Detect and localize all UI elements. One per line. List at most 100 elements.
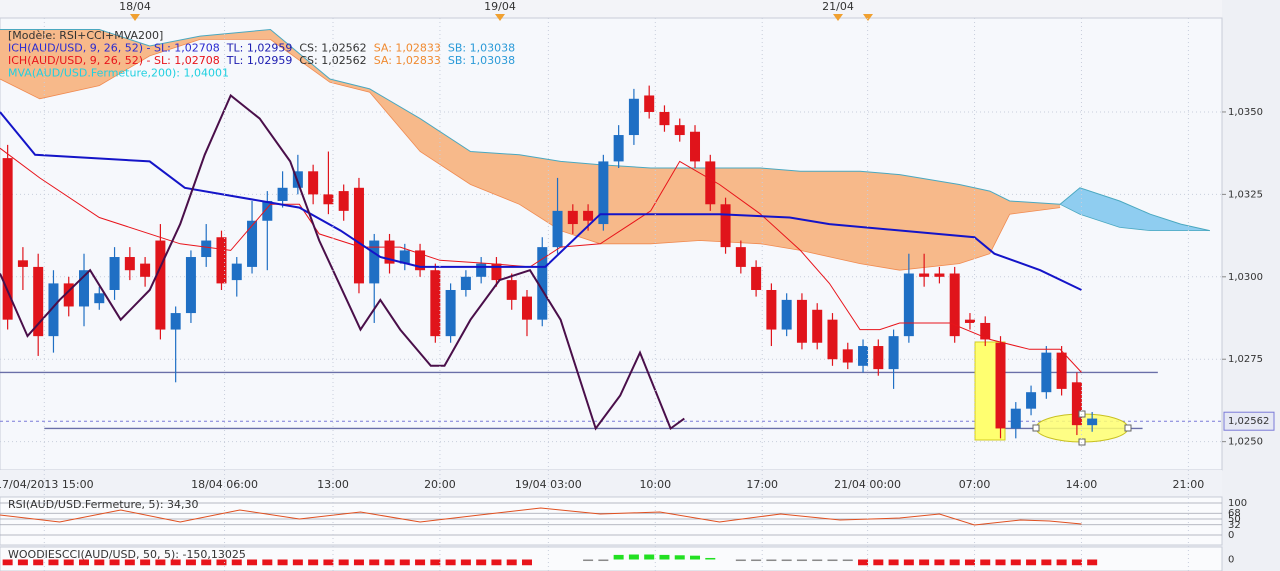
- date-bar: [0, 0, 1222, 18]
- woodies-bar: [262, 559, 273, 566]
- woodies-bar: [980, 559, 991, 566]
- candle-body: [308, 171, 319, 195]
- woodies-bar: [1056, 559, 1067, 566]
- woodies-bar: [521, 559, 532, 566]
- handle: [1032, 424, 1040, 432]
- candle-body: [720, 204, 731, 248]
- woodies-bar: [323, 559, 334, 566]
- woodies-bar: [94, 559, 105, 566]
- woodies-bar: [796, 559, 807, 562]
- woodies-bar: [613, 554, 624, 560]
- woodies-bar: [919, 559, 930, 566]
- candle-body: [63, 283, 74, 307]
- woodies-bar: [735, 559, 746, 562]
- candle-body: [995, 342, 1006, 429]
- woodies-bar: [460, 559, 471, 566]
- candle-body: [1010, 408, 1021, 429]
- candle-body: [17, 260, 28, 267]
- woodies-bar: [690, 555, 701, 560]
- y-tick-label: 1,0250: [1228, 437, 1263, 448]
- x-tick-label: 17/04/2013 15:00: [0, 478, 94, 491]
- highlight-ellipse: [1035, 413, 1129, 443]
- current-price-label: 1,02562: [1228, 416, 1269, 427]
- legend-line: [Modèle: RSI+CCI+MVA200]: [8, 29, 163, 42]
- woodies-bar: [124, 559, 135, 566]
- candle-body: [903, 273, 914, 337]
- woodies-bar: [903, 559, 914, 566]
- candle-body: [567, 210, 578, 225]
- candle-body: [964, 319, 975, 323]
- candle-body: [476, 263, 487, 277]
- woodies-bar: [628, 554, 639, 560]
- handles: [1032, 410, 1132, 446]
- candle-body: [109, 257, 120, 290]
- candle-body: [552, 210, 563, 248]
- candle-body: [430, 270, 441, 337]
- candle-body: [873, 346, 884, 370]
- cloud-upper: [0, 28, 1061, 205]
- handle: [1124, 424, 1132, 432]
- candle-body: [399, 250, 410, 264]
- woodies-bar: [2, 559, 13, 566]
- candle-body: [384, 240, 395, 264]
- candle-body: [1087, 418, 1098, 426]
- candle-body: [583, 210, 594, 221]
- woodies-bar: [170, 559, 181, 566]
- cloud-area: [0, 29, 1061, 271]
- rsi-tick-label: 68: [1228, 508, 1241, 519]
- woodies-bar: [674, 555, 685, 560]
- date-marker: 21/04: [822, 0, 854, 13]
- legend-entry: ICH(AUD/USD, 9, 26, 52) - SL: 1,02708: [8, 42, 220, 55]
- woodies-bar: [1071, 559, 1082, 566]
- legend-entry: MVA(AUD/USD.Fermeture,200): 1,04001: [8, 67, 229, 80]
- candle-body: [888, 336, 899, 370]
- rsi-tick-label: 0: [1228, 530, 1234, 541]
- candle-body: [415, 250, 426, 271]
- woodies-panel: [0, 546, 1223, 571]
- x-axis-band: [0, 470, 1222, 496]
- woodies-bar: [79, 559, 90, 566]
- legend-entry: [Modèle: RSI+CCI+MVA200]: [8, 29, 163, 42]
- candle-body: [613, 135, 624, 162]
- woodies-bar: [384, 559, 395, 566]
- rsi-panel: [0, 496, 1223, 546]
- woodies-bar: [888, 559, 899, 566]
- woodies-bar: [399, 559, 410, 566]
- woodies-bar: [1026, 559, 1037, 566]
- cloud-upper: [1059, 187, 1210, 232]
- x-tick-label: 19/04 03:00: [515, 478, 582, 491]
- woodies-bar: [17, 559, 28, 566]
- event-marker: [130, 14, 873, 21]
- legend-entry: SB: 1,03038: [448, 54, 515, 67]
- rsi-tick-label: 50: [1228, 514, 1241, 525]
- candle-body: [751, 266, 762, 290]
- axes: 1,0250 1,0275 1,0300 1,0325 1,0350 17/04/2013…: [0, 107, 1275, 566]
- woodies-bar: [445, 559, 456, 566]
- x-tick-label: 21:00: [1173, 478, 1205, 491]
- candle-body: [216, 237, 227, 284]
- candle-body: [94, 293, 105, 304]
- legend-line: ICH(AUD/USD, 9, 26, 52) - SL: 1,02708 TL:…: [8, 42, 515, 55]
- woodies-label: WOODIESCCI(AUD/USD, 50, 5): -150,13025: [8, 548, 246, 561]
- indicator-line: [0, 147, 1082, 373]
- candle-body: [796, 299, 807, 343]
- candle-body: [659, 111, 670, 126]
- woodies-bar: [705, 557, 716, 560]
- candle-body: [628, 98, 639, 136]
- candle-body: [262, 200, 273, 221]
- candle-body: [155, 240, 166, 330]
- handle: [1078, 410, 1086, 418]
- candle-body: [338, 191, 349, 211]
- y-tick-label: 1,0350: [1228, 107, 1263, 118]
- x-tick-label: 17:00: [746, 478, 778, 491]
- date-marker: 19/04: [484, 0, 516, 13]
- candle-body: [827, 319, 838, 360]
- rsi-tick-label: 100: [1228, 498, 1247, 509]
- woodies-bar: [659, 554, 670, 560]
- candle-body: [690, 131, 701, 162]
- candle-body: [1041, 352, 1052, 393]
- candle-body: [170, 313, 181, 330]
- indicator-line: [0, 93, 685, 431]
